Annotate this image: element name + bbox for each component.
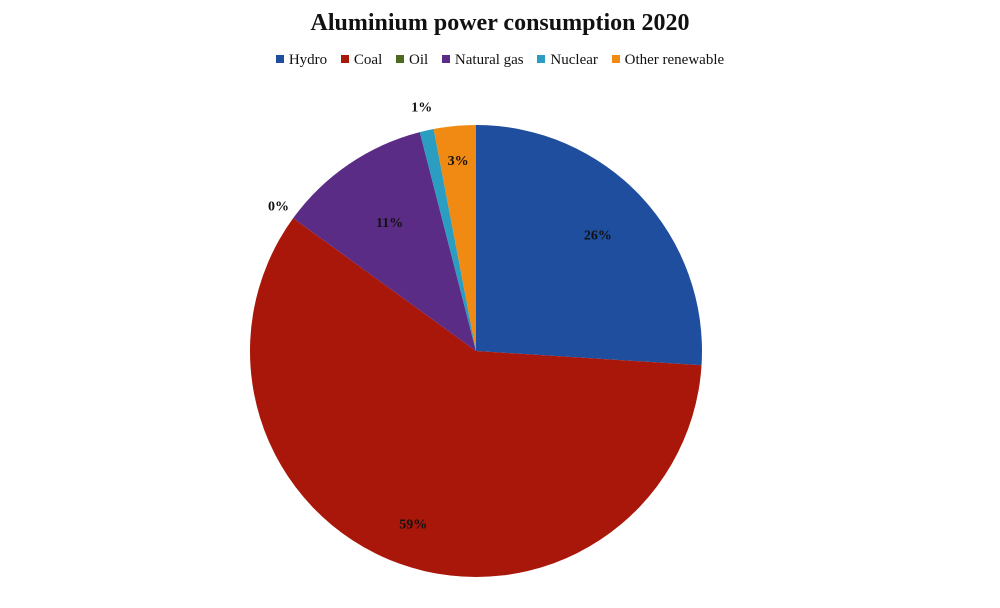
- chart-legend: Hydro Coal Oil Natural gas Nuclear Other…: [0, 52, 1000, 69]
- data-label-other-renewable: 3%: [448, 154, 469, 169]
- pie-slice-coal: [249, 218, 702, 578]
- legend-swatch-oil: [396, 55, 404, 63]
- legend-label-hydro: Hydro: [288, 52, 328, 68]
- legend-item-coal: Coal: [340, 52, 383, 69]
- data-label-natural-gas: 11%: [376, 216, 403, 231]
- data-label-nuclear: 1%: [411, 101, 432, 116]
- legend-label-nuclear: Nuclear: [550, 52, 598, 68]
- pie-slice-nuclear: [419, 129, 476, 351]
- legend-swatch-other-renewable: [611, 55, 620, 63]
- legend-item-hydro: Hydro: [275, 52, 328, 69]
- legend-swatch-hydro: [275, 55, 284, 63]
- data-label-oil: 0%: [268, 200, 289, 215]
- legend-swatch-natural-gas: [441, 55, 450, 63]
- legend-item-nuclear: Nuclear: [537, 52, 598, 69]
- legend-item-other-renewable: Other renewable: [611, 52, 725, 69]
- legend-label-coal: Coal: [353, 52, 383, 68]
- legend-item-oil: Oil: [396, 52, 428, 69]
- legend-label-natural-gas: Natural gas: [454, 52, 524, 68]
- legend-swatch-coal: [340, 55, 349, 63]
- pie-slice-hydro: [476, 125, 702, 366]
- legend-swatch-nuclear: [537, 55, 546, 63]
- data-label-coal: 59%: [399, 518, 427, 533]
- pie-slice-natural-gas: [293, 132, 476, 351]
- pie-slice-other-renewable: [433, 125, 476, 351]
- data-label-hydro: 26%: [584, 229, 612, 244]
- legend-label-oil: Oil: [409, 52, 429, 68]
- chart-title: Aluminium power consumption 2020: [310, 10, 690, 36]
- legend-item-natural-gas: Natural gas: [441, 52, 524, 69]
- legend-label-other-renewable: Other renewable: [624, 52, 725, 68]
